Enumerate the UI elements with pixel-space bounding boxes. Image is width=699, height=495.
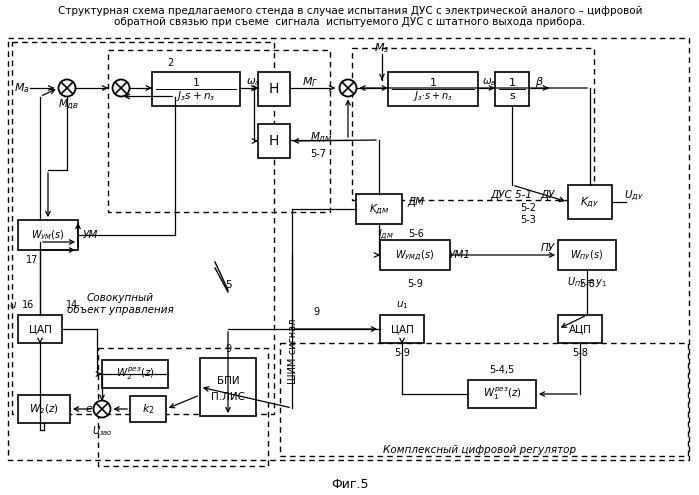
Text: 5-9: 5-9 xyxy=(394,348,410,358)
Text: $W_{УМД}(s)$: $W_{УМД}(s)$ xyxy=(396,248,435,262)
Text: $J_з·s+n_з$: $J_з·s+n_з$ xyxy=(413,90,453,103)
Text: 5-3: 5-3 xyxy=(520,215,536,225)
Text: 9: 9 xyxy=(313,307,319,317)
Bar xyxy=(258,124,290,158)
Text: $\omega_в$: $\omega_в$ xyxy=(482,76,496,88)
Text: ШИМ-сигнал: ШИМ-сигнал xyxy=(287,317,297,383)
Bar xyxy=(18,395,70,423)
Text: АЦП: АЦП xyxy=(568,324,591,334)
Text: $J_зs+n_з$: $J_зs+n_з$ xyxy=(176,90,215,103)
Text: $M_{ДВ}$: $M_{ДВ}$ xyxy=(58,97,79,111)
Text: 1: 1 xyxy=(192,78,199,88)
Text: 16: 16 xyxy=(22,300,34,310)
Bar xyxy=(8,38,689,460)
Text: УМ: УМ xyxy=(82,230,98,240)
Text: $M_Г$: $M_Г$ xyxy=(302,75,319,89)
Text: БПИ: БПИ xyxy=(217,376,239,386)
Text: $M_а$: $M_а$ xyxy=(14,81,30,95)
Text: 14: 14 xyxy=(66,300,78,310)
Bar xyxy=(380,240,450,270)
Bar xyxy=(468,380,536,408)
Bar xyxy=(130,396,166,422)
Text: $I_{ДМ}$: $I_{ДМ}$ xyxy=(378,227,394,241)
Text: $K_{ДУ}$: $K_{ДУ}$ xyxy=(580,195,600,209)
Text: 5-2: 5-2 xyxy=(520,203,536,213)
Text: ДУС 5-1: ДУС 5-1 xyxy=(490,190,532,200)
Bar xyxy=(352,48,594,200)
Text: 17: 17 xyxy=(26,255,38,265)
Text: H: H xyxy=(269,134,279,148)
Bar xyxy=(558,315,602,343)
Text: e: e xyxy=(85,404,92,414)
Text: $M_{ДМ}$: $M_{ДМ}$ xyxy=(310,130,333,144)
Text: 5-6: 5-6 xyxy=(408,229,424,239)
Bar xyxy=(108,50,330,212)
Text: Совокупный: Совокупный xyxy=(87,293,154,303)
Text: УМ1: УМ1 xyxy=(449,250,471,260)
Text: $U_{ПУ}=y_1$: $U_{ПУ}=y_1$ xyxy=(567,275,607,289)
Bar xyxy=(12,42,274,414)
Text: $W_2^{рез}(z)$: $W_2^{рез}(z)$ xyxy=(115,366,154,382)
Text: 5-8: 5-8 xyxy=(579,279,595,289)
Text: объект управления: объект управления xyxy=(66,305,173,315)
Text: 5: 5 xyxy=(224,280,231,290)
Text: Фиг.5: Фиг.5 xyxy=(331,478,369,491)
Text: $β$: $β$ xyxy=(535,75,543,89)
Circle shape xyxy=(94,400,110,417)
Bar xyxy=(200,358,256,416)
Text: 1: 1 xyxy=(508,78,515,88)
Bar xyxy=(258,72,290,106)
Bar xyxy=(356,194,402,224)
Text: Структурная схема предлагаемого стенда в случае испытания ДУС с электрической ан: Структурная схема предлагаемого стенда в… xyxy=(58,6,642,16)
Text: обратной связью при съеме  сигнала  испытуемого ДУС с штатного выхода прибора.: обратной связью при съеме сигнала испыту… xyxy=(115,17,586,27)
Bar xyxy=(380,315,424,343)
Bar xyxy=(102,360,168,388)
Bar xyxy=(568,185,612,219)
Bar xyxy=(152,72,240,106)
Text: $W_1^{рез}(z)$: $W_1^{рез}(z)$ xyxy=(482,386,521,402)
Bar xyxy=(98,348,268,466)
Text: $K_{ДМ}$: $K_{ДМ}$ xyxy=(369,202,389,216)
Circle shape xyxy=(113,80,129,97)
Text: $W_2(z)$: $W_2(z)$ xyxy=(29,402,59,416)
Bar xyxy=(18,220,78,250)
Text: ДМ: ДМ xyxy=(408,197,424,207)
Text: 5-9: 5-9 xyxy=(407,279,423,289)
Text: ЦАП: ЦАП xyxy=(29,324,52,334)
Bar xyxy=(388,72,478,106)
Text: 9: 9 xyxy=(225,344,231,354)
Circle shape xyxy=(59,80,75,97)
Text: $M_з$: $M_з$ xyxy=(374,41,389,55)
Text: 5-7: 5-7 xyxy=(310,149,326,159)
Text: H: H xyxy=(269,82,279,96)
Text: $W_{ПУ}(s)$: $W_{ПУ}(s)$ xyxy=(570,248,603,262)
Text: ПУ: ПУ xyxy=(541,243,555,253)
Text: u: u xyxy=(9,300,16,310)
Text: $U_{ДУ}$: $U_{ДУ}$ xyxy=(624,188,644,202)
Bar xyxy=(280,343,688,456)
Text: $u_1$: $u_1$ xyxy=(396,299,408,311)
Circle shape xyxy=(340,80,356,97)
Text: 1: 1 xyxy=(429,78,436,88)
Text: ДУ: ДУ xyxy=(541,190,555,200)
Text: s: s xyxy=(509,92,515,101)
Text: 5-4,5: 5-4,5 xyxy=(489,365,514,375)
Text: $U_{зао}$: $U_{зао}$ xyxy=(92,424,113,438)
Text: Комплексный цифровой регулятор: Комплексный цифровой регулятор xyxy=(384,445,577,455)
Text: 2: 2 xyxy=(167,58,173,68)
Text: $W_{УМ}(s)$: $W_{УМ}(s)$ xyxy=(31,228,65,242)
Text: ЦАП: ЦАП xyxy=(391,324,413,334)
Bar xyxy=(495,72,529,106)
Text: $\omega_а$: $\omega_а$ xyxy=(246,76,261,88)
Bar xyxy=(18,315,62,343)
Text: П.ЛИС: П.ЛИС xyxy=(211,392,245,402)
Text: 5-8: 5-8 xyxy=(572,348,588,358)
Text: $k_2$: $k_2$ xyxy=(142,402,154,416)
Bar xyxy=(558,240,616,270)
